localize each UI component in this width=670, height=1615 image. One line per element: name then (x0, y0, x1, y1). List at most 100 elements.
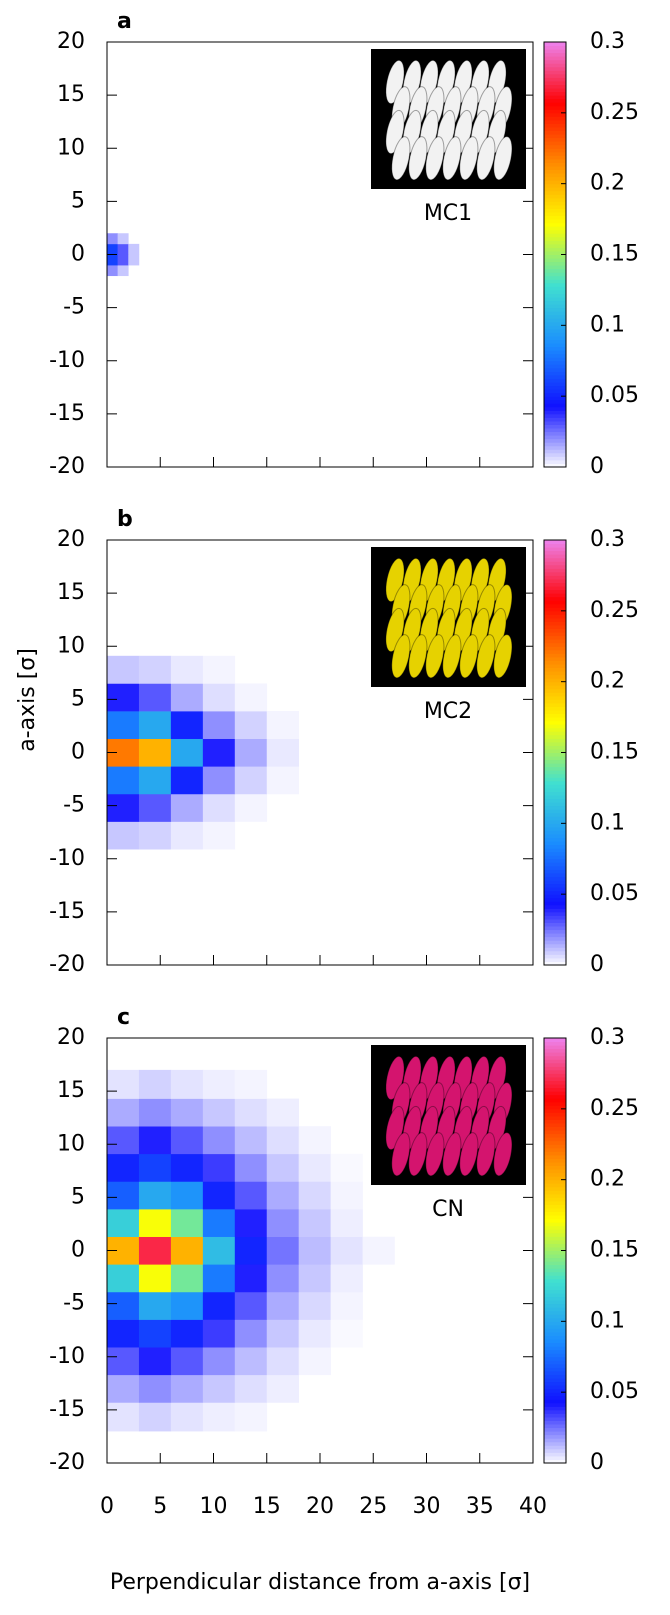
colorbar-segment (544, 1236, 566, 1241)
x-tick-label: 15 (253, 1494, 281, 1519)
ellipsoid (408, 634, 428, 679)
heatmap-cell (266, 1126, 299, 1155)
colorbar-segment (544, 88, 566, 93)
colorbar-segment (544, 66, 566, 71)
colorbar-segment (544, 600, 566, 605)
heatmap-cell (298, 1181, 331, 1210)
colorbar-segment (544, 887, 566, 892)
heatmap-cell (298, 1236, 331, 1265)
colorbar-segment (544, 1126, 566, 1131)
colorbar-tick-label: 0.05 (590, 383, 639, 408)
y-tick-label: -20 (49, 454, 85, 479)
colorbar-segment (544, 247, 566, 252)
colorbar-segment (544, 1115, 566, 1120)
colorbar-segment (544, 642, 566, 647)
colorbar-segment (544, 1452, 566, 1457)
colorbar-segment (544, 1147, 566, 1152)
colorbar-segment (544, 915, 566, 920)
colorbar-segment (544, 463, 566, 468)
colorbar-segment (544, 1211, 566, 1216)
colorbar-segment (544, 1324, 566, 1329)
colorbar-tick-label: 0.3 (590, 1025, 625, 1050)
heatmap-cell (202, 1126, 236, 1155)
heatmap-cell (170, 1236, 204, 1265)
heatmap-cell (202, 711, 236, 739)
colorbar-tick-label: 0.15 (590, 242, 639, 267)
heatmap-cell (170, 1181, 204, 1210)
colorbar-segment (544, 752, 566, 757)
colorbar-segment (544, 639, 566, 644)
colorbar-segment (544, 1342, 566, 1347)
heatmap-cell (138, 1402, 172, 1432)
colorbar-segment (544, 1367, 566, 1372)
colorbar-segment (544, 1378, 566, 1383)
colorbar-tick-label: 0.1 (590, 810, 625, 835)
heatmap-cell (107, 243, 118, 255)
heatmap-cell (138, 711, 172, 739)
colorbar-segment (544, 52, 566, 57)
heatmap-cell (107, 821, 140, 850)
heatmap-cell (234, 1126, 268, 1155)
colorbar-segment (544, 1123, 566, 1128)
ellipsoid (408, 136, 428, 181)
heatmap-cell (330, 1291, 363, 1320)
colorbar-segment (544, 194, 566, 199)
colorbar-segment (544, 621, 566, 626)
colorbar-tick-label: 0.2 (590, 669, 625, 694)
heatmap-cell (202, 1069, 236, 1099)
heatmap-cell (202, 766, 236, 795)
colorbar-segment (544, 1239, 566, 1244)
colorbar-tick-label: 0.2 (590, 1167, 625, 1192)
colorbar-segment (544, 1424, 566, 1429)
heatmap-cell (234, 1069, 268, 1099)
colorbar-segment (544, 350, 566, 355)
colorbar-segment (544, 933, 566, 938)
heatmap-cell (138, 683, 172, 712)
colorbar-segment (544, 190, 566, 195)
colorbar-tick-label: 0.3 (590, 29, 625, 54)
colorbar-segment (544, 424, 566, 429)
colorbar-segment (544, 162, 566, 167)
colorbar-segment (544, 1303, 566, 1308)
colorbar-segment (544, 127, 566, 132)
heatmap-cell (117, 265, 129, 277)
colorbar-segment (544, 571, 566, 576)
colorbar-segment (544, 1193, 566, 1198)
colorbar-segment (544, 1144, 566, 1149)
heatmap-cell (266, 1319, 299, 1348)
heatmap-cell (234, 1291, 268, 1320)
colorbar-segment (544, 791, 566, 796)
colorbar-segment (544, 1363, 566, 1368)
colorbar-segment (544, 1427, 566, 1432)
colorbar-segment (544, 833, 566, 838)
heatmap-cell (107, 1098, 140, 1127)
colorbar-segment (544, 1229, 566, 1234)
colorbar-segment (544, 1271, 566, 1276)
colorbar-segment (544, 688, 566, 693)
colorbar-segment (544, 403, 566, 408)
colorbar-segment (544, 557, 566, 562)
y-tick-label: 10 (57, 135, 85, 160)
colorbar-segment (544, 378, 566, 383)
heatmap-cell (107, 1347, 140, 1376)
colorbar-segment (544, 1438, 566, 1443)
colorbar-segment (544, 607, 566, 612)
ellipsoid (425, 634, 445, 679)
colorbar-segment (544, 456, 566, 461)
colorbar-segment (544, 628, 566, 633)
heatmap-cell (266, 1098, 299, 1127)
colorbar-segment (544, 275, 566, 280)
colorbar-segment (544, 748, 566, 753)
colorbar-segment (544, 374, 566, 379)
colorbar-segment (544, 392, 566, 397)
y-tick-label: 10 (57, 633, 85, 658)
colorbar-segment (544, 201, 566, 206)
heatmap-cell (266, 766, 299, 795)
x-tick-label: 10 (200, 1494, 228, 1519)
colorbar-segment (544, 1314, 566, 1319)
heatmap-cell (138, 1181, 172, 1210)
ellipsoid (459, 634, 479, 679)
colorbar-segment (544, 617, 566, 622)
colorbar-segment (544, 1066, 566, 1071)
colorbar-segment (544, 1169, 566, 1174)
